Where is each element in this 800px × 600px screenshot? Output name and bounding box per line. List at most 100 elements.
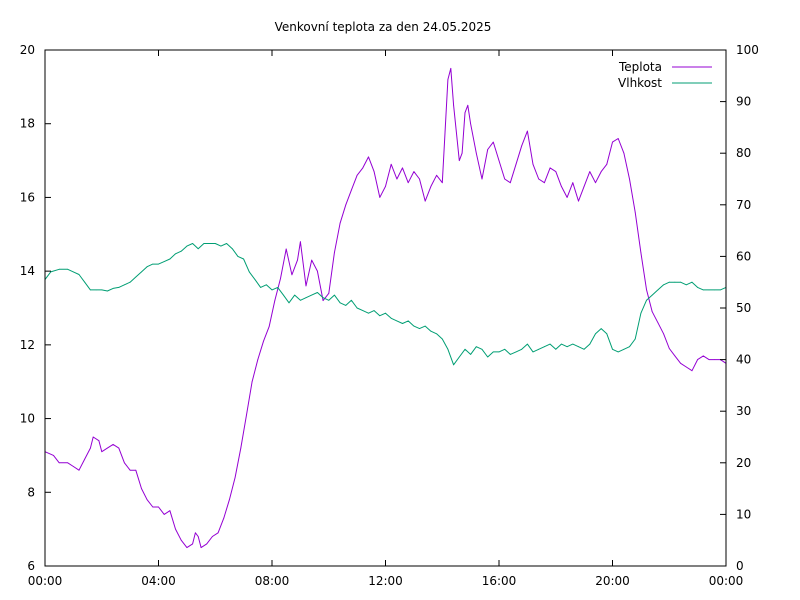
data-point-teplota [328,292,330,294]
data-point-teplota [566,197,568,198]
data-point-vlhkost [334,294,335,296]
left-tick-label: 18 [20,117,35,131]
data-point-vlhkost [248,271,250,273]
data-point-vlhkost [95,289,97,291]
data-point-vlhkost [135,276,137,278]
data-point-teplota [708,359,710,360]
data-point-vlhkost [362,310,364,311]
data-point-teplota [195,532,196,534]
data-point-vlhkost [124,284,125,286]
data-point-teplota [246,414,247,416]
data-point-vlhkost [84,281,86,283]
x-tick-label: 00:00 [709,574,744,588]
data-point-vlhkost [203,243,205,244]
data-point-vlhkost [351,299,352,301]
data-point-teplota [487,149,489,150]
data-point-teplota [481,178,483,180]
data-point-teplota [158,506,159,508]
data-point-vlhkost [311,294,313,296]
data-point-teplota [356,174,358,176]
data-point-vlhkost [107,290,108,292]
right-tick-label: 80 [736,146,751,160]
data-point-vlhkost [419,328,420,329]
data-point-vlhkost [129,281,131,283]
data-point-teplota [169,510,171,512]
data-point-teplota [385,186,386,187]
data-point-teplota [509,182,511,184]
data-point-teplota [453,104,454,106]
left-tick-label: 12 [20,338,35,352]
data-point-teplota [92,436,94,438]
data-point-teplota [612,141,613,143]
data-point-teplota [413,171,415,173]
right-tick-label: 70 [736,198,751,212]
data-point-vlhkost [50,271,52,273]
right-tick-label: 20 [736,456,751,470]
data-point-vlhkost [368,312,369,314]
data-point-teplota [407,182,409,184]
data-point-teplota [98,440,100,442]
data-point-vlhkost [436,333,437,335]
data-point-teplota [107,447,108,449]
data-point-teplota [651,311,653,313]
data-point-vlhkost [237,256,239,257]
data-point-teplota [461,152,463,154]
data-point-vlhkost [294,294,296,296]
data-point-teplota [470,123,471,125]
data-point-vlhkost [651,294,653,296]
data-point-vlhkost [515,351,517,353]
data-point-vlhkost [220,245,222,247]
data-point-vlhkost [118,287,120,288]
data-point-teplota [368,156,369,158]
right-tick-label: 90 [736,95,751,109]
data-point-teplota [515,163,517,165]
data-point-teplota [339,222,341,224]
data-point-vlhkost [697,287,698,288]
legend-label: Teplota [618,60,662,74]
data-point-vlhkost [691,281,693,283]
data-point-teplota [379,197,381,198]
data-point-vlhkost [578,346,579,348]
data-point-teplota [691,370,693,372]
data-point-teplota [197,536,199,537]
data-point-teplota [498,160,500,162]
data-point-teplota [617,138,619,139]
x-tick-label: 00:00 [28,574,63,588]
data-point-teplota [657,322,659,324]
data-point-vlhkost [356,307,358,309]
data-point-vlhkost [413,325,415,327]
data-point-vlhkost [458,356,460,358]
data-point-teplota [521,145,523,147]
data-point-teplota [390,163,392,165]
data-point-teplota [311,259,313,261]
data-point-teplota [640,252,642,254]
data-point-teplota [538,178,540,180]
data-point-vlhkost [226,243,228,244]
data-point-vlhkost [402,323,403,324]
data-point-vlhkost [186,245,188,247]
data-point-vlhkost [192,243,194,244]
data-point-teplota [714,359,716,360]
data-point-vlhkost [583,348,585,350]
data-point-vlhkost [441,338,443,340]
data-point-teplota [175,528,176,530]
data-point-vlhkost [265,284,267,286]
data-point-vlhkost [197,248,199,250]
data-point-vlhkost [600,328,602,329]
data-point-vlhkost [180,250,182,252]
data-point-vlhkost [470,354,471,355]
data-point-teplota [595,182,596,184]
x-tick-label: 12:00 [368,574,403,588]
data-point-teplota [663,333,664,335]
data-point-teplota [362,167,364,169]
left-y-axis: 6 8 10 12 14 16 18 20 [20,43,51,573]
data-point-teplota [251,381,253,383]
data-point-teplota [280,278,281,279]
data-point-teplota [450,68,452,69]
data-point-vlhkost [663,284,664,286]
left-tick-label: 8 [27,485,35,499]
data-point-teplota [285,248,287,250]
data-point-teplota [430,186,432,187]
data-point-vlhkost [708,289,710,291]
